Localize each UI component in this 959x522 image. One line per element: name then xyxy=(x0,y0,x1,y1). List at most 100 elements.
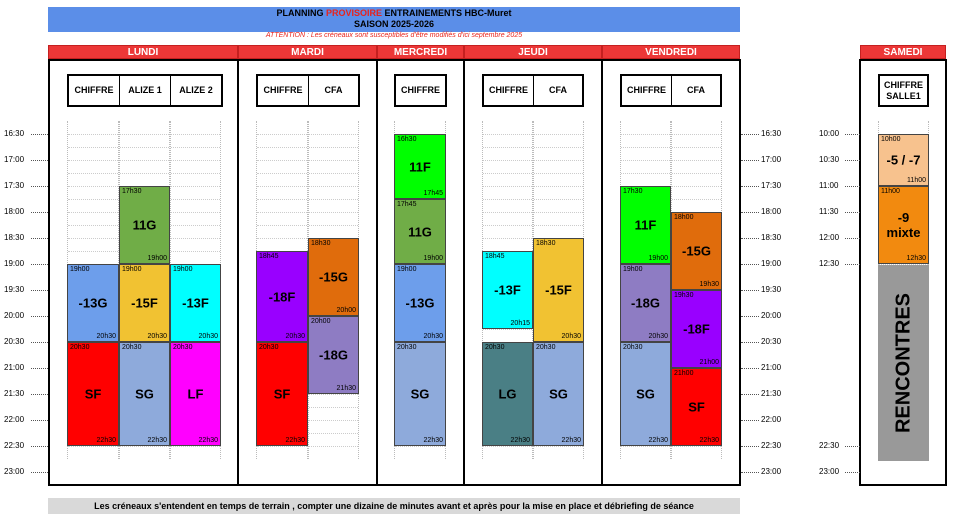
day-header-mercredi: MERCREDI xyxy=(377,45,464,59)
venue-header: CFA xyxy=(686,85,705,95)
session-block: 20h30 SG 22h30 xyxy=(119,342,170,446)
day-column-vendredi xyxy=(601,59,741,486)
session-label: -15F xyxy=(131,295,158,311)
season-label: SAISON 2025-2026 xyxy=(353,19,435,29)
session-start: 20h00 xyxy=(311,318,331,325)
time-label-left: 22:00 xyxy=(4,415,25,424)
time-leader xyxy=(31,472,48,473)
time-leader xyxy=(741,342,759,343)
footer-note: Les créneaux s'entendent en temps de ter… xyxy=(48,498,740,514)
session-label: -13G xyxy=(405,295,435,311)
grid-line xyxy=(257,199,307,200)
time-leader xyxy=(741,446,759,447)
session-end: 20h30 xyxy=(423,333,443,340)
session-start: 19h00 xyxy=(122,266,142,273)
grid-line xyxy=(879,264,928,265)
session-start: 10h00 xyxy=(881,136,901,143)
session-start: 19h00 xyxy=(173,266,193,273)
title-part1: PLANNING xyxy=(276,8,326,18)
grid-line xyxy=(621,173,670,174)
grid-line xyxy=(171,160,220,161)
title-banner: PLANNING PROVISOIRE ENTRAINEMENTS HBC-Mu… xyxy=(48,7,740,32)
session-start: 20h30 xyxy=(173,344,193,351)
grid-line xyxy=(309,134,358,135)
time-leader xyxy=(845,238,860,239)
grid-line xyxy=(483,329,532,330)
time-leader xyxy=(741,160,759,161)
day-header-samedi: SAMEDI xyxy=(860,45,946,59)
session-block: 17h30 11G 19h00 xyxy=(119,186,170,264)
time-label-left: 19:30 xyxy=(4,285,25,294)
grid-line xyxy=(483,225,532,226)
session-block: 20h30 SG 22h30 xyxy=(394,342,446,446)
grid-line xyxy=(171,199,220,200)
time-leader xyxy=(845,472,860,473)
grid-line xyxy=(68,173,118,174)
grid-line xyxy=(309,186,358,187)
time-leader xyxy=(31,160,48,161)
session-end: 22h30 xyxy=(423,437,443,444)
time-leader xyxy=(741,368,759,369)
session-start: 11h00 xyxy=(881,188,900,195)
session-end: 20h30 xyxy=(648,333,668,340)
grid-line xyxy=(672,160,721,161)
grid-line xyxy=(534,199,583,200)
grid-line xyxy=(68,238,118,239)
time-label-right: 19:30 xyxy=(761,285,782,294)
grid-line xyxy=(672,147,721,148)
saturday-time-label: 11:30 xyxy=(819,207,839,216)
time-leader xyxy=(31,368,48,369)
venue-header: CHIFFRE xyxy=(258,76,309,105)
session-end: 12h30 xyxy=(906,255,926,262)
session-label: -18F xyxy=(683,321,710,337)
session-label: SF xyxy=(84,386,102,402)
session-label: -15F xyxy=(545,282,572,298)
venue-header: CHIFFRE xyxy=(622,76,672,105)
time-leader xyxy=(741,264,759,265)
grid-line xyxy=(672,446,721,447)
session-start: 20h30 xyxy=(259,344,279,351)
time-label-right: 22:00 xyxy=(761,415,782,424)
session-start: 20h30 xyxy=(70,344,90,351)
grid-line xyxy=(483,446,532,447)
session-start: 20h30 xyxy=(485,344,505,351)
grid-line xyxy=(68,134,118,135)
grid-line xyxy=(68,446,118,447)
grid-line xyxy=(257,212,307,213)
session-end: 22h30 xyxy=(561,437,581,444)
time-leader xyxy=(741,472,759,473)
grid-line xyxy=(68,199,118,200)
grid-line xyxy=(672,199,721,200)
session-end: 20h30 xyxy=(561,333,581,340)
day-header-vendredi: VENDREDI xyxy=(602,45,740,59)
warning-note: ATTENTION : Les créneaux sont susceptibl… xyxy=(265,32,523,39)
session-block: 19h30 -18F 21h00 xyxy=(671,290,722,368)
grid-line xyxy=(120,160,169,161)
venues-mardi: CHIFFRE CFA xyxy=(256,74,360,107)
session-block: 17h45 11G 19h00 xyxy=(394,199,446,264)
day-header-mardi: MARDI xyxy=(238,45,377,59)
time-leader xyxy=(741,420,759,421)
venues-jeudi: CHIFFRE CFA xyxy=(482,74,584,107)
session-start: 20h30 xyxy=(536,344,556,351)
saturday-time-label: 10:30 xyxy=(819,155,840,164)
time-leader xyxy=(31,446,48,447)
grid-line xyxy=(483,147,532,148)
session-start: 18h00 xyxy=(674,214,694,221)
grid-line xyxy=(672,134,721,135)
session-label: -15G xyxy=(682,243,711,259)
session-end: 22h30 xyxy=(96,437,116,444)
grid-line xyxy=(309,394,358,395)
page-title: PLANNING PROVISOIRE ENTRAINEMENTS HBC-Mu… xyxy=(48,8,740,19)
time-label-right: 21:00 xyxy=(761,363,782,372)
session-start: 20h30 xyxy=(397,344,417,351)
grid-line xyxy=(68,225,118,226)
venues-vendredi: CHIFFRE CFA xyxy=(620,74,722,107)
grid-line xyxy=(171,212,220,213)
session-block: 20h00 -18G 21h30 xyxy=(308,316,359,394)
session-block: 10h00 -5 / -7 11h00 xyxy=(878,134,929,186)
session-label: SF xyxy=(688,399,705,415)
grid-line xyxy=(483,186,532,187)
grid-line xyxy=(483,134,532,135)
grid-line xyxy=(621,134,670,135)
